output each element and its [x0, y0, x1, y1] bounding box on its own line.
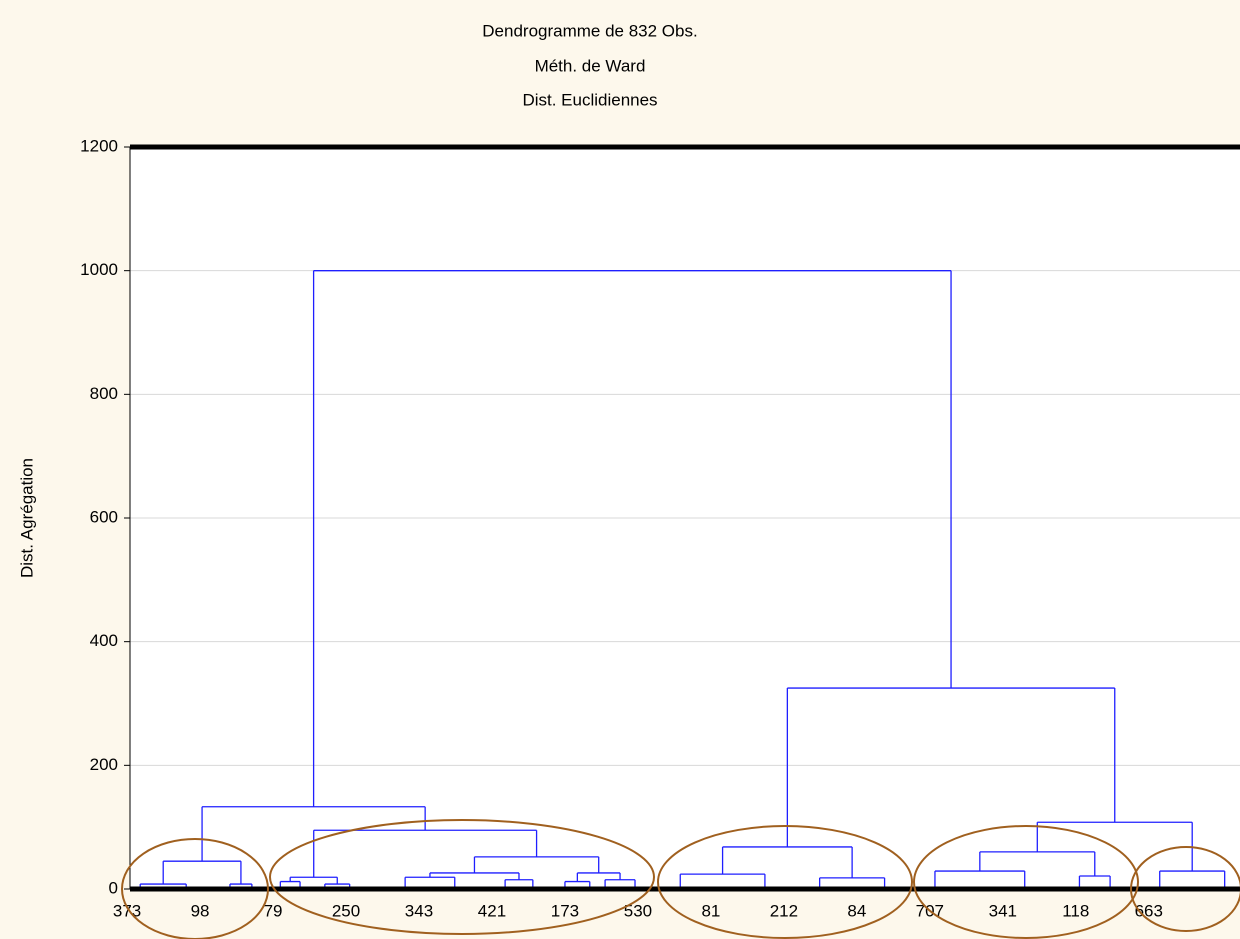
y-tick-label: 200 — [90, 755, 118, 774]
y-axis-label: Dist. Agrégation — [17, 458, 36, 578]
cluster-ellipse — [1130, 846, 1240, 932]
x-tick-label: 173 — [551, 901, 579, 920]
x-tick-label: 98 — [191, 901, 210, 920]
plot: 0 200 400 600 800 1000 1200 373 98 79 250 343 421 173… — [80, 136, 1240, 920]
chart-subtitle: Dist. Euclidiennes — [522, 90, 657, 109]
cluster-ellipse — [121, 838, 269, 939]
x-tick-label: 81 — [701, 901, 720, 920]
cluster-ellipse — [913, 825, 1139, 939]
cluster-ellipse — [269, 819, 655, 935]
y-tick-label: 0 — [109, 878, 118, 897]
annotations — [121, 819, 1240, 939]
x-tick-label: 250 — [332, 901, 360, 920]
x-tick-label: 343 — [405, 901, 433, 920]
x-tick-label: 79 — [264, 901, 283, 920]
cluster-ellipse — [657, 825, 913, 939]
y-tick-label: 800 — [90, 384, 118, 403]
y-tick-label: 1000 — [80, 260, 118, 279]
x-tick-label: 530 — [624, 901, 652, 920]
chart-subtitle: Méth. de Ward — [535, 56, 646, 75]
y-tick-label: 400 — [90, 631, 118, 650]
x-tick-label: 84 — [847, 901, 866, 920]
y-tick-label: 600 — [90, 507, 118, 526]
x-tick-label: 663 — [1135, 901, 1163, 920]
x-tick-label: 373 — [113, 901, 141, 920]
x-tick-label: 118 — [1062, 901, 1089, 920]
x-tick-label: 212 — [770, 901, 798, 920]
x-tick-label: 341 — [989, 901, 1017, 920]
chart-title: Dendrogramme de 832 Obs. — [482, 21, 697, 40]
y-tick-label: 1200 — [80, 136, 118, 155]
x-tick-label: 421 — [478, 901, 506, 920]
